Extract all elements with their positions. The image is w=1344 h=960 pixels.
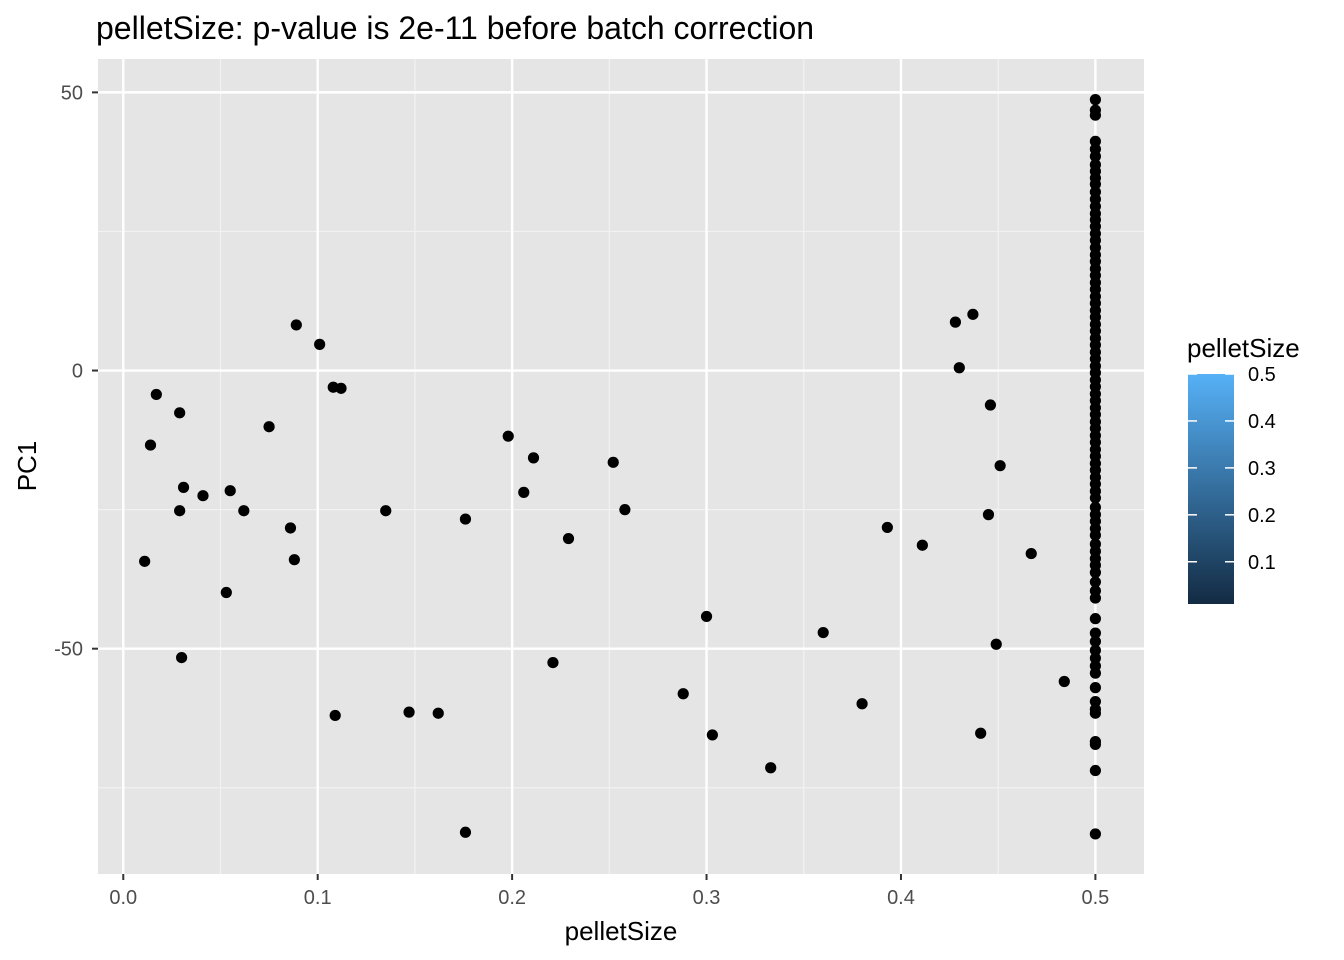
- data-point: [1089, 592, 1101, 604]
- data-point: [990, 638, 1002, 650]
- data-point: [1089, 682, 1101, 694]
- data-point: [1089, 695, 1101, 708]
- data-point: [984, 399, 997, 411]
- data-point: [1089, 576, 1101, 588]
- data-point: [1089, 566, 1101, 579]
- data-point: [607, 456, 619, 468]
- data-point: [1089, 529, 1101, 541]
- x-axis-tick-labels: 0.0 0.1 0.2 0.3 0.4 0.5: [109, 887, 1109, 909]
- data-point: [527, 452, 540, 464]
- data-point: [1089, 613, 1101, 625]
- x-tick-label: 0.1: [304, 887, 332, 909]
- data-point: [238, 505, 250, 517]
- data-point: [176, 651, 188, 664]
- legend-colorbar-ticks: [1188, 373, 1234, 563]
- data-point: [1089, 135, 1101, 147]
- data-point: [432, 707, 444, 719]
- data-point: [1089, 492, 1101, 504]
- y-axis-tick-labels: 50 0 -50: [54, 82, 83, 660]
- plot-panel: [98, 59, 1144, 874]
- x-tick-label: 0.2: [498, 887, 526, 909]
- data-point: [174, 505, 186, 517]
- data-point: [967, 308, 979, 320]
- data-point: [619, 504, 631, 516]
- data-point: [994, 460, 1006, 472]
- data-point: [1089, 707, 1101, 719]
- data-point: [1089, 652, 1101, 664]
- data-point: [765, 762, 777, 774]
- data-point: [380, 505, 392, 517]
- data-point: [953, 362, 965, 374]
- data-point: [856, 698, 868, 710]
- data-point: [1089, 150, 1101, 162]
- chart-title: pelletSize: p-value is 2e-11 before batc…: [96, 10, 814, 46]
- legend-label: 0.4: [1248, 411, 1276, 433]
- legend-title: pelletSize: [1187, 333, 1300, 363]
- data-point: [144, 439, 157, 451]
- data-point: [1089, 627, 1101, 639]
- y-tick-label: -50: [54, 639, 83, 661]
- data-point: [706, 729, 718, 741]
- data-point: [502, 430, 514, 442]
- data-points: [139, 94, 1101, 840]
- y-axis-title: PC1: [12, 441, 42, 492]
- data-point: [197, 490, 209, 502]
- data-point: [982, 509, 995, 521]
- x-axis-title: pelletSize: [565, 916, 678, 946]
- data-point: [1089, 667, 1101, 679]
- legend-label: 0.1: [1248, 552, 1276, 574]
- data-point: [314, 338, 326, 350]
- data-point: [335, 382, 347, 394]
- data-point: [459, 513, 472, 525]
- data-point: [1025, 547, 1037, 560]
- data-point: [150, 388, 162, 401]
- data-point: [459, 826, 472, 838]
- x-tick-label: 0.5: [1081, 887, 1109, 909]
- legend-label: 0.2: [1248, 505, 1276, 527]
- legend-label: 0.5: [1248, 364, 1276, 386]
- data-point: [1089, 635, 1101, 648]
- legend-colorbar: [1188, 374, 1234, 604]
- data-point: [1089, 644, 1101, 656]
- data-point: [1089, 178, 1101, 190]
- data-point: [174, 407, 186, 419]
- x-tick-label: 0.3: [693, 887, 721, 909]
- data-point: [177, 481, 190, 493]
- data-point: [224, 485, 236, 497]
- data-point: [677, 688, 689, 700]
- data-point: [518, 486, 530, 498]
- data-point: [700, 610, 713, 623]
- data-point: [881, 521, 893, 534]
- legend-label: 0.3: [1248, 458, 1276, 480]
- legend: pelletSize 0.5 0.4 0.3 0.2 0.1: [1187, 333, 1300, 604]
- data-point: [1089, 94, 1101, 106]
- data-point: [220, 586, 232, 599]
- data-point: [975, 727, 987, 739]
- data-point: [139, 555, 151, 567]
- data-point: [547, 657, 559, 669]
- data-point: [817, 626, 829, 639]
- x-tick-label: 0.4: [887, 887, 915, 909]
- data-point: [949, 316, 962, 328]
- data-point: [562, 532, 575, 545]
- data-point: [263, 421, 275, 433]
- axis-ticks: [92, 91, 1097, 880]
- data-point: [1089, 109, 1101, 121]
- y-tick-label: 50: [61, 82, 83, 104]
- data-point: [288, 554, 300, 566]
- data-point: [916, 539, 928, 551]
- y-tick-label: 0: [72, 361, 83, 383]
- data-point: [1089, 764, 1101, 777]
- x-tick-label: 0.0: [109, 887, 137, 909]
- data-point: [403, 706, 415, 718]
- data-point: [1089, 828, 1101, 840]
- legend-labels: 0.5 0.4 0.3 0.2 0.1: [1248, 364, 1276, 574]
- data-point: [1089, 738, 1101, 750]
- data-point: [290, 319, 302, 331]
- data-point: [1058, 675, 1070, 688]
- data-point: [284, 522, 297, 534]
- data-point: [329, 709, 341, 722]
